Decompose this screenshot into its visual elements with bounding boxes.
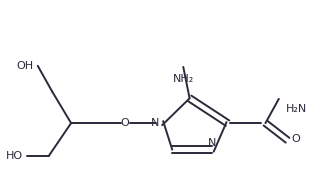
Text: HO: HO xyxy=(6,151,23,161)
Text: NH₂: NH₂ xyxy=(173,74,194,84)
Text: O: O xyxy=(292,134,300,144)
Text: N: N xyxy=(151,118,159,128)
Text: O: O xyxy=(120,118,129,128)
Text: N: N xyxy=(208,138,216,148)
Text: OH: OH xyxy=(17,61,34,71)
Text: H₂N: H₂N xyxy=(286,104,307,114)
